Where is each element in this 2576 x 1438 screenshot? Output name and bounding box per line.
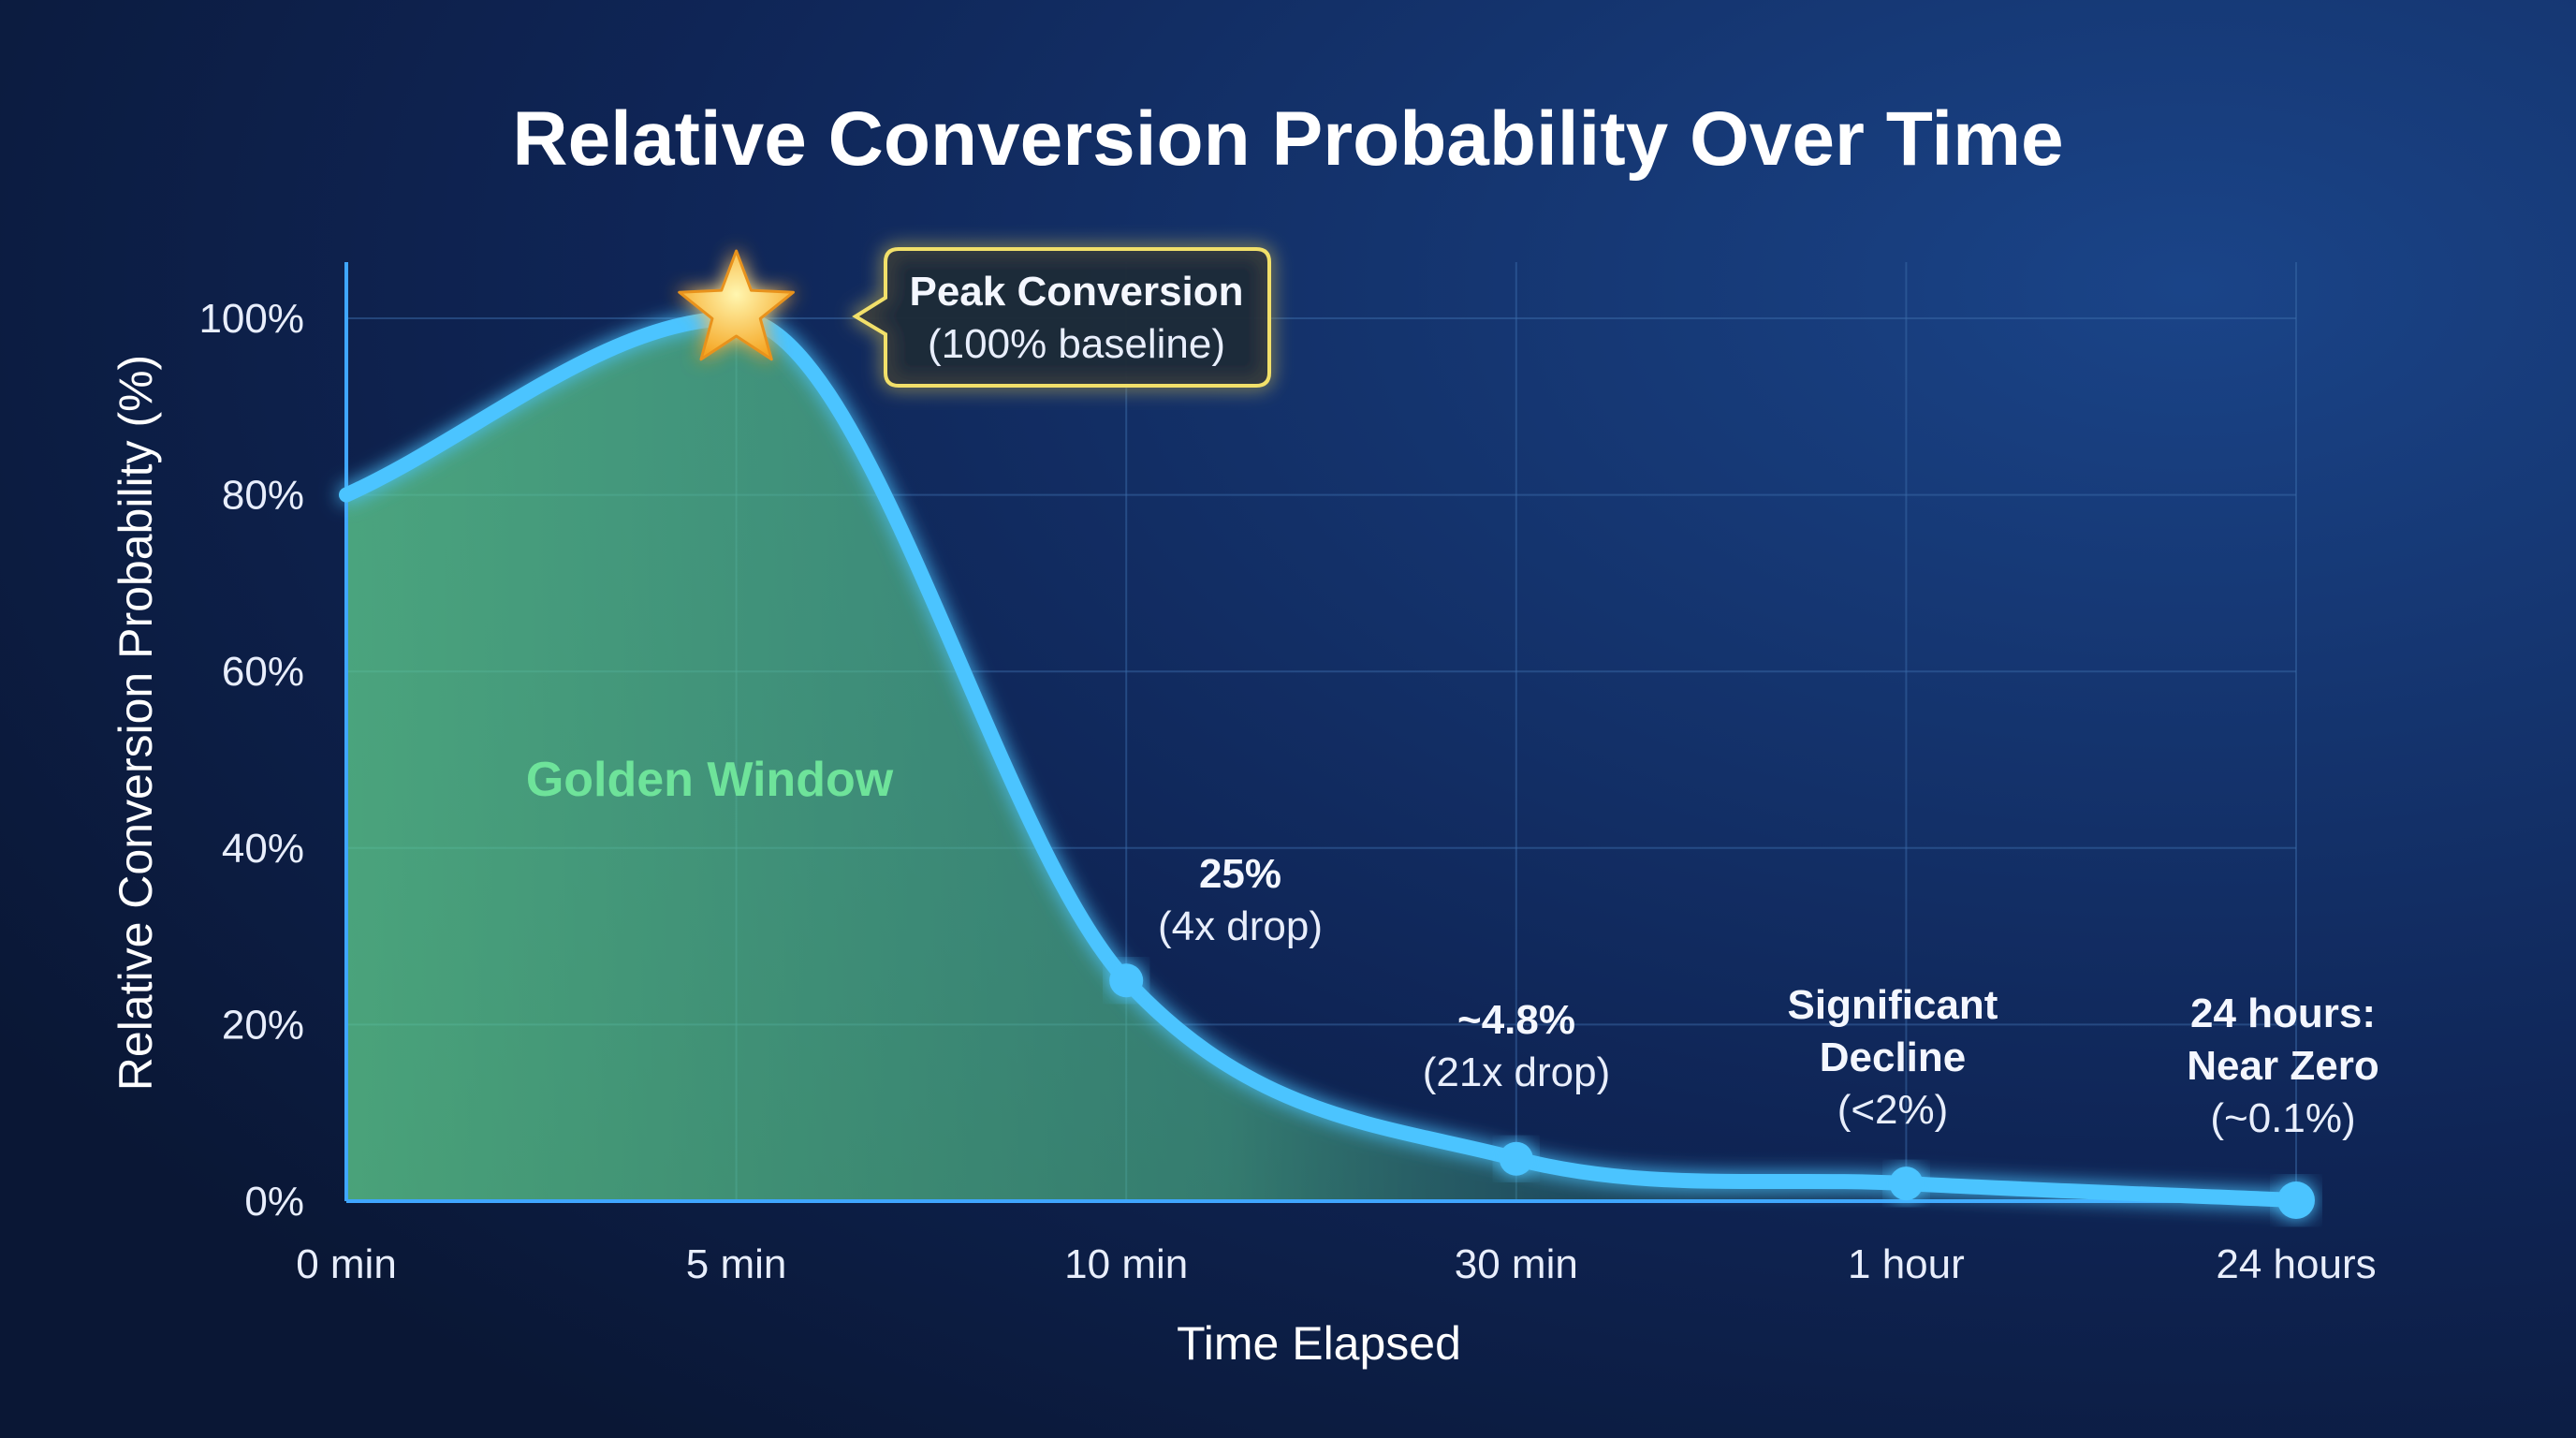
annotation-10min-note: (4x drop)	[1158, 903, 1323, 949]
x-tick-label: 30 min	[1455, 1241, 1578, 1287]
golden-window-area	[346, 318, 2296, 1201]
golden-window-label: Golden Window	[526, 753, 894, 807]
annotation-24h-note: (~0.1%)	[2210, 1095, 2355, 1141]
annotation-1hour-line2: Decline	[1820, 1034, 1967, 1080]
peak-callout-subtitle: (100% baseline)	[928, 321, 1225, 367]
x-tick-label: 24 hours	[2216, 1241, 2376, 1287]
y-tick-label: 20%	[222, 1002, 304, 1048]
x-tick-label: 1 hour	[1848, 1241, 1965, 1287]
data-point	[1109, 963, 1144, 998]
y-tick-label: 0%	[244, 1179, 304, 1225]
annotation-1hour-line1: Significant	[1788, 982, 1998, 1028]
x-tick-label: 5 min	[686, 1241, 787, 1287]
data-point	[1889, 1167, 1924, 1201]
peak-star-icon	[678, 249, 795, 361]
y-tick-label: 60%	[222, 649, 304, 695]
y-tick-label: 100%	[198, 296, 304, 342]
y-axis-label: Relative Conversion Probability (%)	[110, 355, 162, 1091]
annotation-24h-line2: Near Zero	[2187, 1043, 2378, 1089]
y-tick-label: 80%	[222, 473, 304, 519]
annotation-30min-note: (21x drop)	[1423, 1049, 1611, 1095]
y-tick-label: 40%	[222, 826, 304, 872]
data-point	[2277, 1181, 2315, 1220]
x-axis-label: Time Elapsed	[1177, 1317, 1461, 1370]
peak-callout: Peak Conversion (100% baseline)	[852, 247, 1271, 388]
annotation-30min-value: ~4.8%	[1457, 997, 1575, 1043]
peak-callout-title: Peak Conversion	[909, 269, 1243, 315]
x-tick-label: 10 min	[1064, 1241, 1188, 1287]
annotation-1hour-note: (<2%)	[1837, 1087, 1949, 1133]
chart-title: Relative Conversion Probability Over Tim…	[512, 96, 2063, 182]
annotation-10min-value: 25%	[1199, 851, 1281, 897]
x-tick-label: 0 min	[296, 1241, 397, 1287]
annotation-24h-line1: 24 hours:	[2190, 990, 2376, 1036]
data-point	[1499, 1141, 1533, 1176]
